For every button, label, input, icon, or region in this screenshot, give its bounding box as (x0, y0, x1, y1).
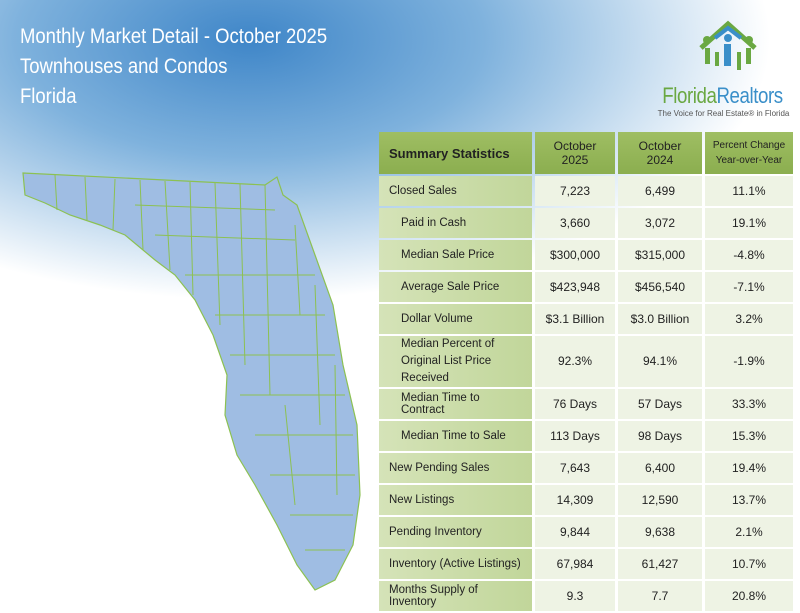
percent-change: 13.7% (705, 485, 793, 515)
value-2025: $423,948 (535, 272, 615, 302)
table-row: Average Sale Price $423,948 $456,540 -7.1% (379, 272, 793, 302)
value-2024: 12,590 (618, 485, 702, 515)
row-label: Paid in Cash (379, 208, 532, 238)
logo-wordmark: FloridaRealtors (657, 83, 789, 109)
florida-map (22, 172, 361, 591)
table-row: New Pending Sales 7,643 6,400 19.4% (379, 453, 793, 483)
column-header-2024: October 2024 (618, 132, 702, 174)
percent-change: 33.3% (705, 389, 793, 419)
row-label: Dollar Volume (379, 304, 532, 334)
row-label: Closed Sales (379, 176, 532, 206)
percent-change: 10.7% (705, 549, 793, 579)
florida-realtors-logo: FloridaRealtors The Voice for Real Estat… (655, 18, 800, 118)
house-people-icon (698, 20, 757, 70)
column-header-2025: October 2025 (535, 132, 615, 174)
value-2024: 6,400 (618, 453, 702, 483)
percent-change: -4.8% (705, 240, 793, 270)
table-row: Closed Sales 7,223 6,499 11.1% (379, 176, 793, 206)
value-2025: 7,643 (535, 453, 615, 483)
table-row: Median Percent of Original List Price Re… (379, 336, 793, 387)
value-2024: 9,638 (618, 517, 702, 547)
table-row: Months Supply of Inventory 9.3 7.7 20.8% (379, 581, 793, 611)
row-label: Average Sale Price (379, 272, 532, 302)
table-row: Paid in Cash 3,660 3,072 19.1% (379, 208, 793, 238)
value-2024: $3.0 Billion (618, 304, 702, 334)
column-header-statistic: Summary Statistics (379, 132, 532, 174)
value-2025: 113 Days (535, 421, 615, 451)
row-label: Median Time to Contract (379, 389, 532, 419)
property-type: Townhouses and Condos (20, 55, 228, 78)
table-row: Median Time to Contract 76 Days 57 Days 33.… (379, 389, 793, 419)
value-2025: 9.3 (535, 581, 615, 611)
value-2025: 76 Days (535, 389, 615, 419)
value-2024: $456,540 (618, 272, 702, 302)
table-row: Inventory (Active Listings) 67,984 61,427 1… (379, 549, 793, 579)
row-label: New Pending Sales (379, 453, 532, 483)
row-label: Months Supply of Inventory (379, 581, 532, 611)
value-2024: 57 Days (618, 389, 702, 419)
value-2024: 6,499 (618, 176, 702, 206)
summary-statistics-table: Summary Statistics October 2025 October … (376, 130, 796, 613)
county-lines (54, 174, 355, 551)
percent-change: -1.9% (705, 336, 793, 387)
value-2025: 7,223 (535, 176, 615, 206)
table-row: New Listings 14,309 12,590 13.7% (379, 485, 793, 515)
percent-change: 2.1% (705, 517, 793, 547)
logo-word-florida: Florida (662, 83, 717, 108)
table-row: Pending Inventory 9,844 9,638 2.1% (379, 517, 793, 547)
percent-change: 3.2% (705, 304, 793, 334)
row-label: Inventory (Active Listings) (379, 549, 532, 579)
value-2024: 3,072 (618, 208, 702, 238)
value-2025: 3,660 (535, 208, 615, 238)
percent-change: -7.1% (705, 272, 793, 302)
row-label: Pending Inventory (379, 517, 532, 547)
table-row: Median Time to Sale 113 Days 98 Days 15.3% (379, 421, 793, 451)
value-2024: 98 Days (618, 421, 702, 451)
column-header-percent-change: Percent Change Year-over-Year (705, 132, 793, 174)
percent-change: 20.8% (705, 581, 793, 611)
value-2024: 61,427 (618, 549, 702, 579)
percent-change: 19.1% (705, 208, 793, 238)
percent-change: 11.1% (705, 176, 793, 206)
row-label: Median Percent of Original List Price Re… (379, 336, 532, 387)
percent-change: 15.3% (705, 421, 793, 451)
region-name: Florida (20, 85, 77, 108)
value-2024: 94.1% (618, 336, 702, 387)
value-2025: $3.1 Billion (535, 304, 615, 334)
value-2024: $315,000 (618, 240, 702, 270)
row-label: Median Sale Price (379, 240, 532, 270)
logo-word-realtors: Realtors (716, 83, 783, 108)
value-2025: 67,984 (535, 549, 615, 579)
table-row: Median Sale Price $300,000 $315,000 -4.8% (379, 240, 793, 270)
state-outline (22, 172, 361, 591)
page-title: Monthly Market Detail - October 2025 (20, 25, 328, 48)
value-2025: 9,844 (535, 517, 615, 547)
row-label: Median Time to Sale (379, 421, 532, 451)
logo-tagline: The Voice for Real Estate® in Florida (657, 109, 790, 118)
value-2025: 14,309 (535, 485, 615, 515)
row-label: New Listings (379, 485, 532, 515)
report-titles: Monthly Market Detail - October 2025 Tow… (20, 22, 327, 112)
value-2024: 7.7 (618, 581, 702, 611)
table-row: Dollar Volume $3.1 Billion $3.0 Billion 3.2… (379, 304, 793, 334)
value-2025: $300,000 (535, 240, 615, 270)
table-header-row: Summary Statistics October 2025 October … (379, 132, 793, 174)
value-2025: 92.3% (535, 336, 615, 387)
percent-change: 19.4% (705, 453, 793, 483)
